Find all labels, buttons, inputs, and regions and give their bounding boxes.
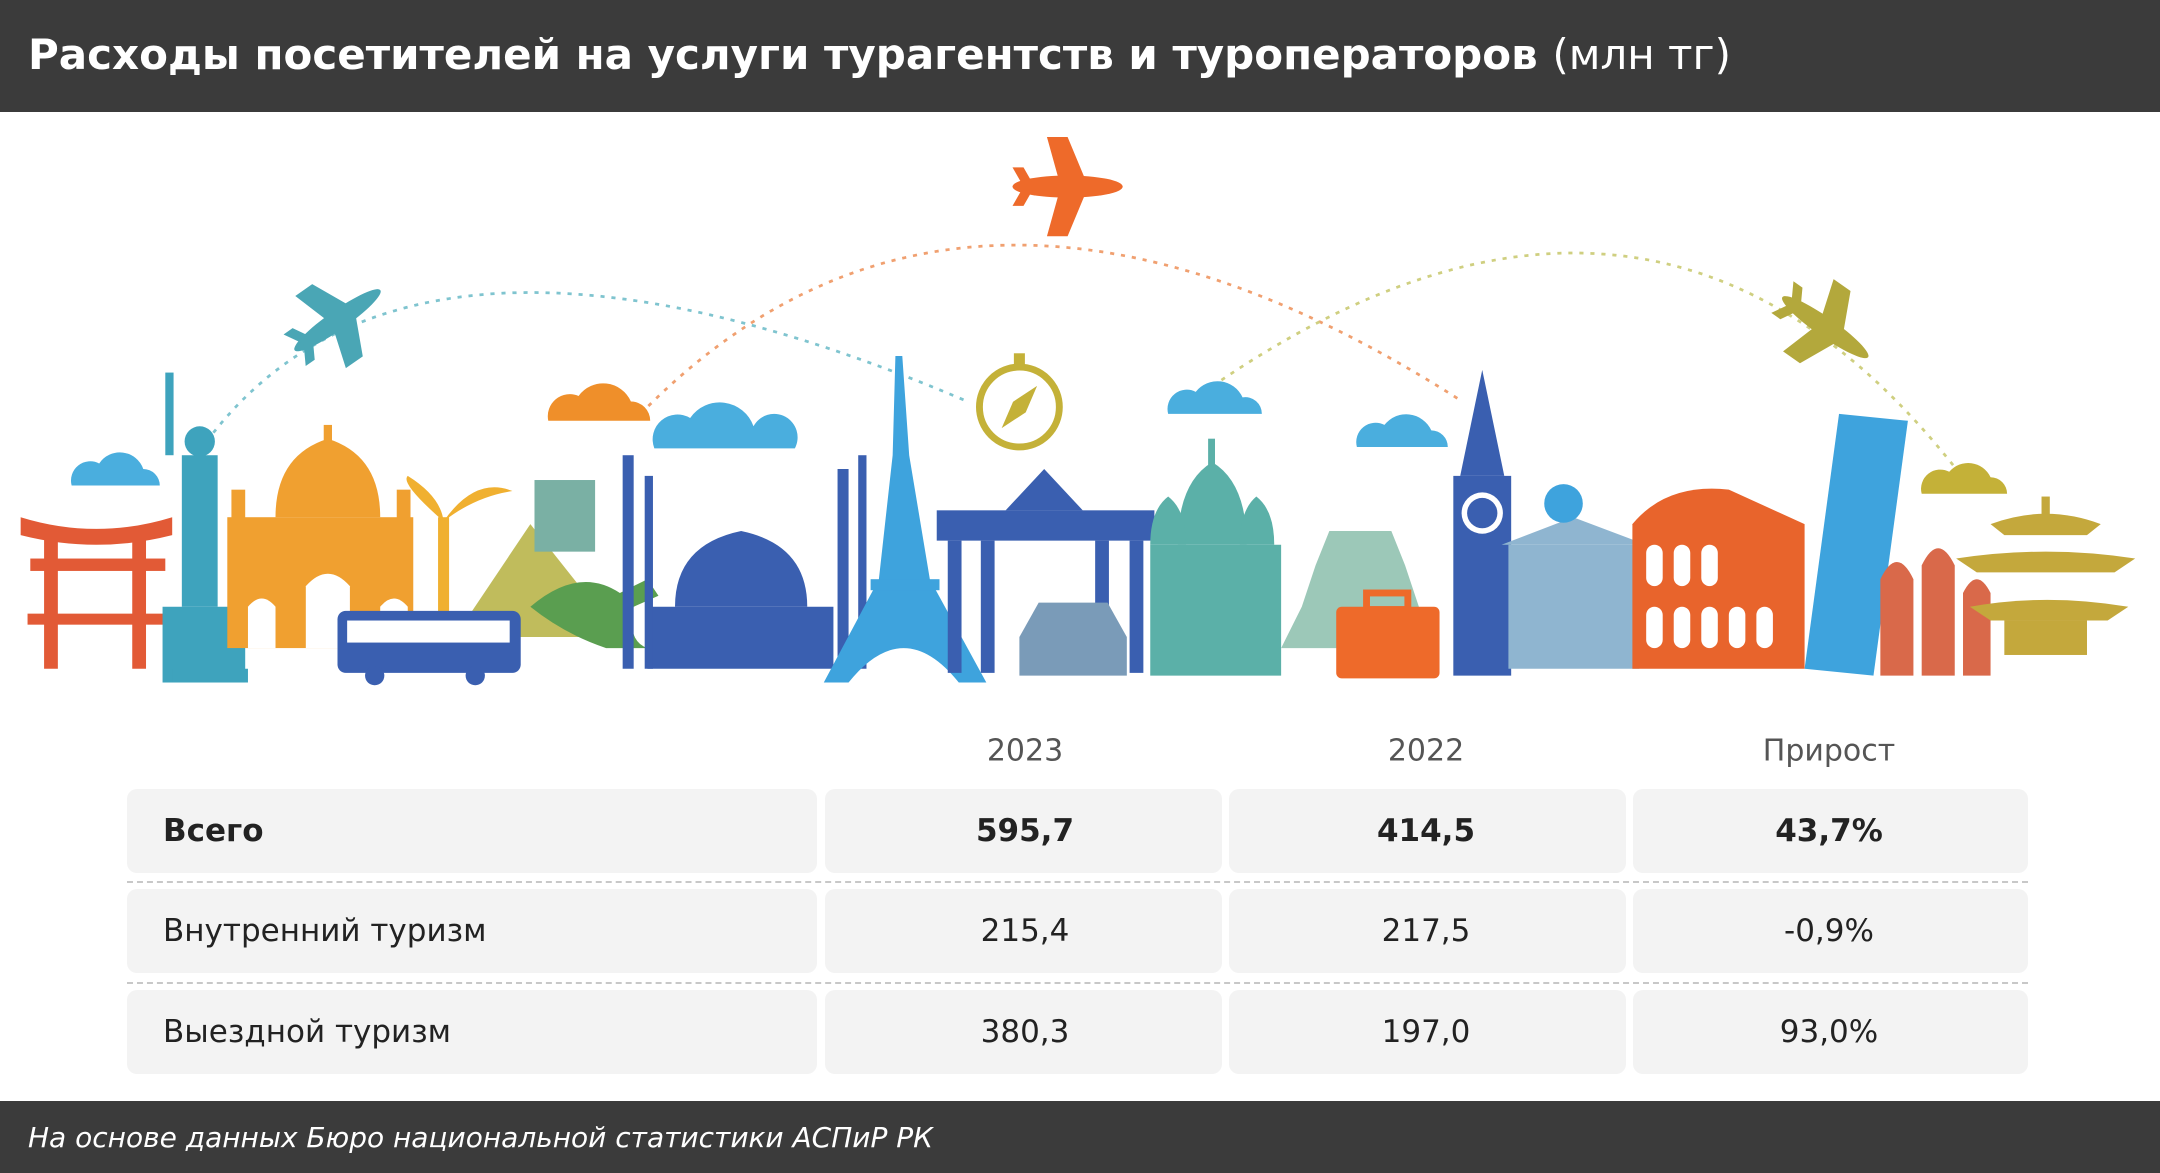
column-header: 2022 xyxy=(1387,733,1465,769)
cell-bg xyxy=(127,789,817,873)
cell-value: 93,0% xyxy=(1779,1014,1879,1050)
suitcase xyxy=(1336,589,1440,679)
arc xyxy=(1211,251,1958,470)
skyline xyxy=(20,356,2136,686)
plane xyxy=(283,284,381,369)
cell-bg xyxy=(825,889,1222,973)
cell-value: 217,5 xyxy=(1381,913,1471,949)
cell-bg xyxy=(825,990,1222,1074)
row-label: Внутренний туризм xyxy=(163,913,487,949)
cell-value: -0,9% xyxy=(1784,913,1874,949)
church xyxy=(1150,438,1282,676)
row-label: Всего xyxy=(163,813,264,849)
column-header: 2023 xyxy=(986,733,1064,769)
cell-value: 43,7% xyxy=(1775,813,1883,849)
theatre xyxy=(1501,484,1647,669)
plane xyxy=(1012,137,1123,237)
header-bar: Расходы посетителей на услуги турагентст… xyxy=(0,0,2160,112)
big-ben xyxy=(1453,369,1512,676)
compass xyxy=(975,353,1063,451)
brandenburg-gate xyxy=(936,469,1155,673)
cloud xyxy=(547,383,651,421)
plane xyxy=(1771,279,1869,364)
palm xyxy=(406,475,513,642)
cell-bg xyxy=(1229,990,1626,1074)
cell-value: 215,4 xyxy=(980,913,1070,949)
footer-bar: На основе данных Бюро национальной стати… xyxy=(0,1101,2160,1173)
torii xyxy=(20,517,173,669)
cell-bg xyxy=(1229,789,1626,873)
row-separator xyxy=(127,981,2028,984)
travel-illustration xyxy=(20,137,2136,686)
pagoda xyxy=(1956,496,2136,655)
row-label: Выездной туризм xyxy=(163,1014,452,1050)
cell-bg xyxy=(1633,990,2028,1074)
cloud xyxy=(1921,463,2008,494)
cell-bg xyxy=(1633,789,2028,873)
row-separator xyxy=(127,881,2028,883)
cell-bg xyxy=(127,990,817,1074)
unit: (млн тг) xyxy=(1552,30,1731,79)
colosseum-arches xyxy=(1646,544,1773,649)
cell-value: 197,0 xyxy=(1381,1014,1471,1050)
cell-value: 380,3 xyxy=(980,1014,1070,1050)
flight-arcs xyxy=(205,243,1958,470)
car xyxy=(1019,602,1127,676)
moai xyxy=(1880,548,1991,676)
cloud xyxy=(652,402,798,449)
mosque xyxy=(622,455,867,669)
bus xyxy=(337,610,521,686)
clouds xyxy=(70,381,2008,494)
title: Расходы посетителей на услуги турагентст… xyxy=(28,30,1538,79)
cloud xyxy=(1356,414,1448,447)
cell-bg xyxy=(1633,889,2028,973)
cell-bg xyxy=(825,789,1222,873)
cloud xyxy=(70,452,160,486)
column-header: Прирост xyxy=(1762,733,1896,769)
title-line: Расходы посетителей на услуги турагентст… xyxy=(28,30,1731,79)
cell-bg xyxy=(127,889,817,973)
planes xyxy=(283,137,1869,369)
eiffel-tower xyxy=(823,356,987,683)
cell-value: 414,5 xyxy=(1376,813,1476,849)
source-note: На основе данных Бюро национальной стати… xyxy=(28,1121,934,1154)
cell-value: 595,7 xyxy=(975,813,1075,849)
cloud xyxy=(1167,381,1262,414)
cell-bg xyxy=(1229,889,1626,973)
